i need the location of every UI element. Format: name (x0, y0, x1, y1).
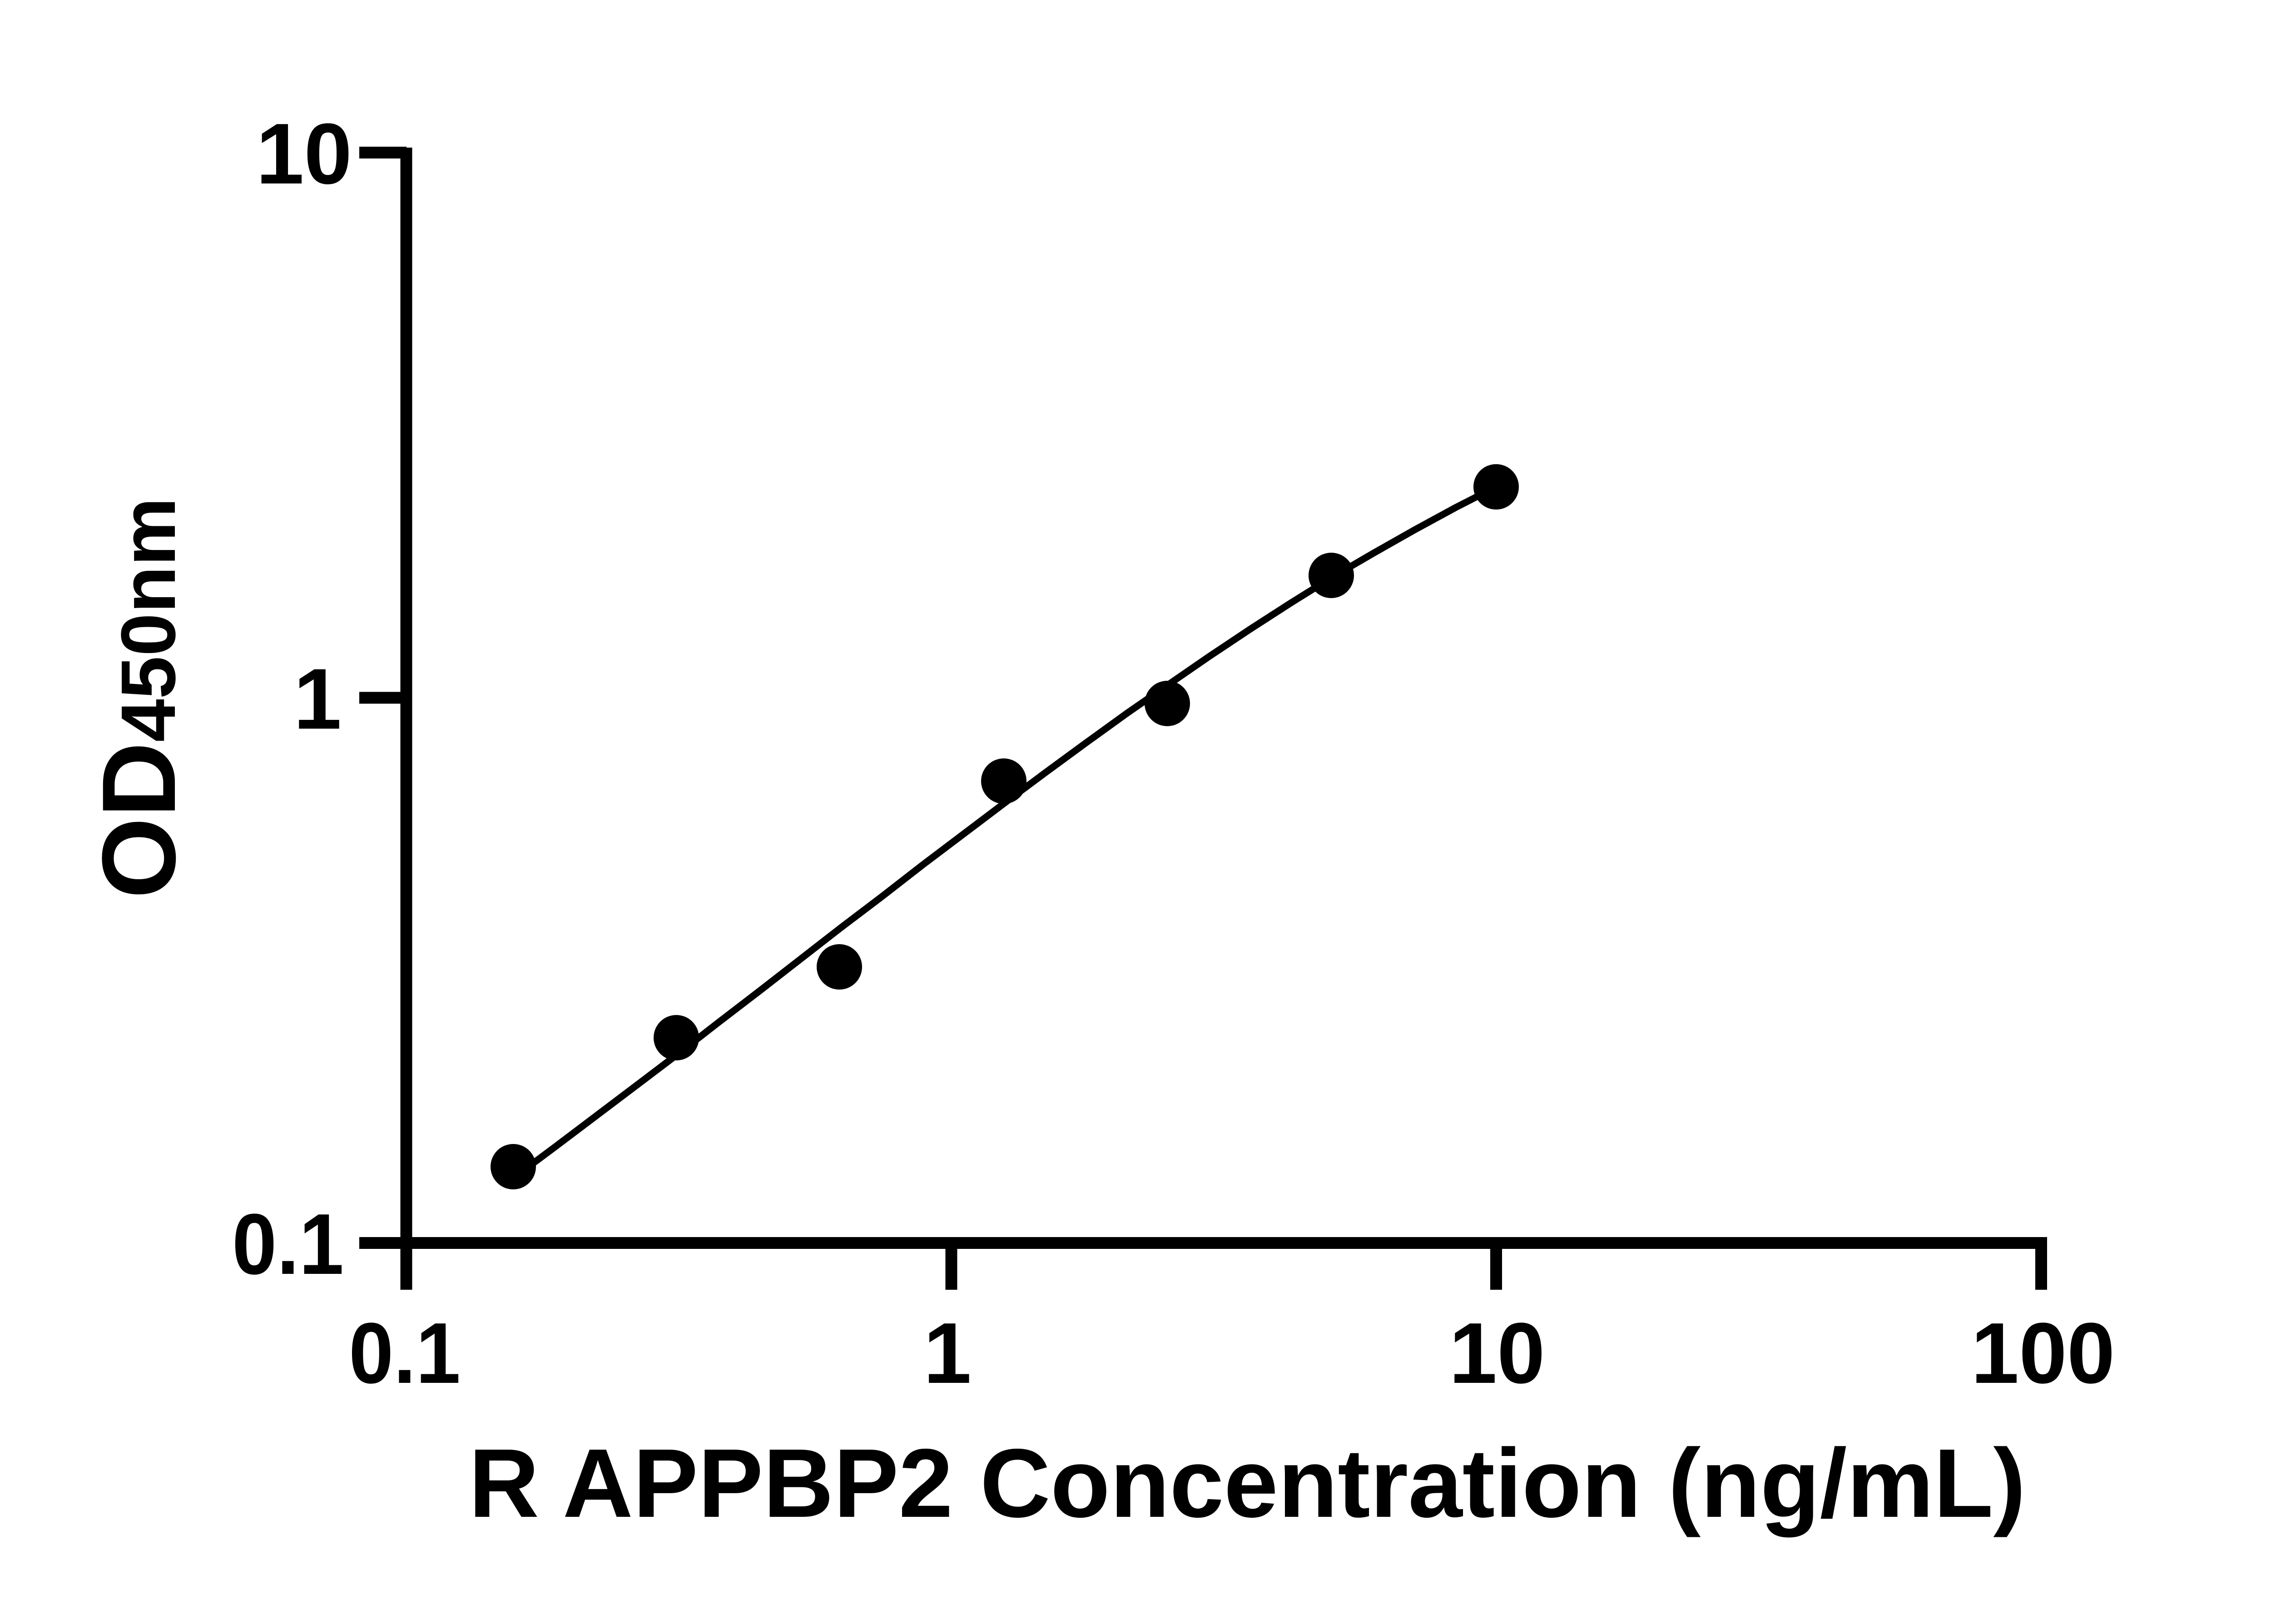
svg-text:100: 100 (1971, 1305, 2115, 1401)
svg-text:10: 10 (256, 106, 352, 202)
svg-text:1: 1 (293, 651, 342, 748)
svg-text:10: 10 (1449, 1305, 1545, 1401)
svg-text:1: 1 (923, 1305, 972, 1401)
svg-text:OD450nm: OD450nm (80, 497, 197, 899)
svg-text:R APPBP2 Concentration (ng/mL): R APPBP2 Concentration (ng/mL) (469, 1428, 2026, 1538)
svg-text:0.1: 0.1 (232, 1196, 344, 1292)
svg-text:0.1: 0.1 (349, 1305, 461, 1401)
